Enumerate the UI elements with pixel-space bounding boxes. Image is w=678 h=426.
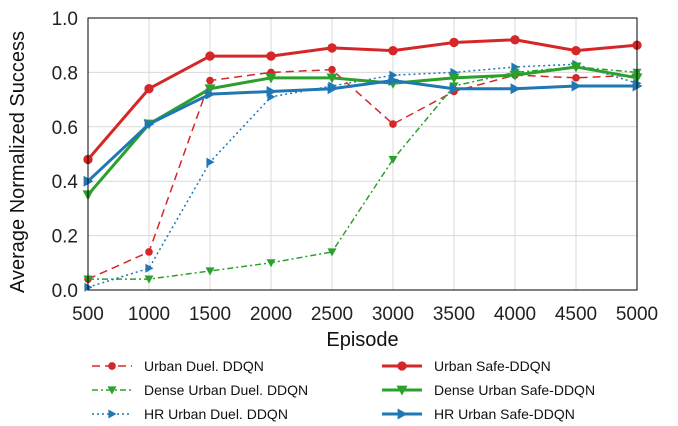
x-tick-label: 3000 — [372, 304, 414, 325]
x-tick-label: 2000 — [250, 304, 292, 325]
x-axis-title: Episode — [326, 329, 398, 351]
legend-item: Urban Duel. DDQN — [92, 358, 264, 374]
x-tick-label: 4500 — [555, 304, 597, 325]
data-point — [145, 248, 153, 256]
data-point — [205, 51, 214, 60]
legend-item: Urban Safe-DDQN — [382, 358, 551, 374]
data-point — [108, 362, 116, 370]
data-point — [389, 120, 397, 128]
legend-item: HR Urban Duel. DDQN — [92, 406, 288, 422]
data-point — [510, 35, 519, 44]
data-point — [327, 43, 336, 52]
data-point — [397, 361, 406, 370]
y-tick-label: 0.0 — [52, 281, 78, 302]
y-tick-label: 0.4 — [52, 172, 79, 193]
legend: Urban Duel. DDQN Dense Urban Duel. DDQN HR… — [92, 358, 595, 422]
data-point — [108, 410, 116, 419]
legend-label: Dense Urban Duel. DDQN — [144, 382, 308, 398]
x-tick-label: 500 — [72, 304, 104, 325]
y-tick-label: 0.2 — [52, 227, 78, 248]
y-axis-title: Average Normalized Success — [7, 31, 29, 293]
data-point — [144, 84, 153, 93]
legend-item: Dense Urban Duel. DDQN — [92, 382, 308, 398]
legend-label: Urban Duel. DDQN — [144, 358, 264, 374]
data-point — [398, 409, 408, 420]
data-point — [449, 38, 458, 47]
legend-label: Urban Safe-DDQN — [434, 358, 551, 374]
data-point — [266, 51, 275, 60]
legend-item: HR Urban Safe-DDQN — [382, 406, 575, 422]
x-tick-label: 1000 — [128, 304, 170, 325]
legend-item: Dense Urban Safe-DDQN — [382, 382, 595, 398]
legend-label: HR Urban Safe-DDQN — [434, 406, 575, 422]
plot-background — [88, 18, 637, 290]
data-point — [388, 46, 397, 55]
y-tick-label: 0.8 — [52, 63, 78, 84]
data-point — [572, 74, 580, 82]
x-tick-label: 1500 — [189, 304, 231, 325]
legend-label: HR Urban Duel. DDQN — [144, 406, 288, 422]
x-tick-label: 5000 — [616, 304, 658, 325]
x-tick-label: 3500 — [433, 304, 475, 325]
data-point — [571, 46, 580, 55]
y-tick-label: 0.6 — [52, 118, 78, 139]
legend-label: Dense Urban Safe-DDQN — [434, 382, 595, 398]
x-tick-label: 2500 — [311, 304, 353, 325]
y-tick-label: 1.0 — [52, 9, 78, 30]
x-tick-label: 4000 — [494, 304, 536, 325]
data-point — [328, 66, 336, 74]
data-point — [206, 77, 214, 85]
